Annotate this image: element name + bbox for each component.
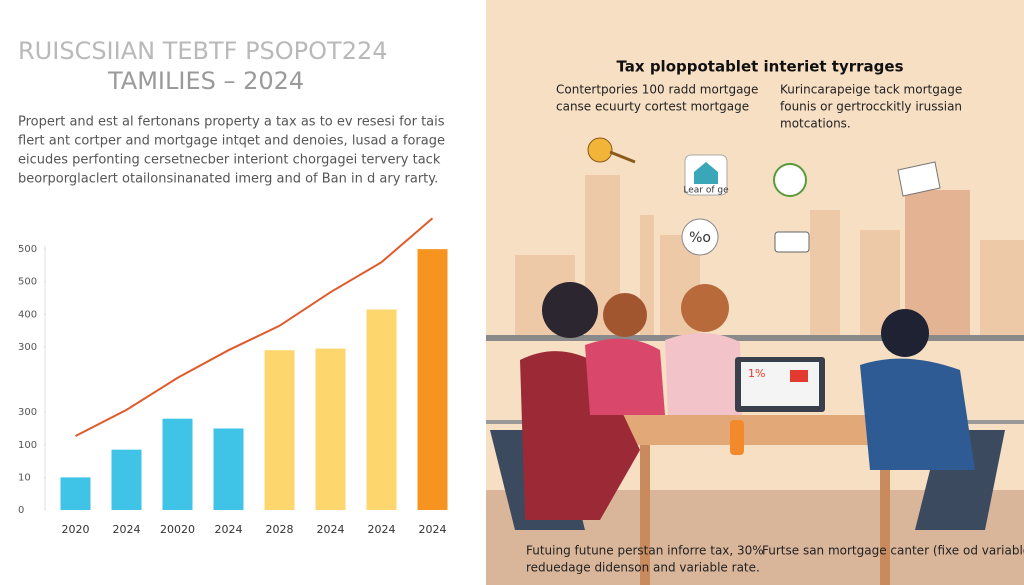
paragraph-line: beorporglaclert otailonsinanated imerg a… xyxy=(18,172,438,187)
note-line: motcations. xyxy=(780,117,851,131)
bar xyxy=(417,249,448,510)
person-body xyxy=(860,358,975,470)
vase xyxy=(730,420,744,455)
paragraph-line: Propert and est al fertonans property a … xyxy=(18,115,445,130)
x-tick-label: 20020 xyxy=(160,523,195,536)
note-line: Kurincarapeige tack mortgage xyxy=(780,83,962,97)
y-tick-label: 400 xyxy=(18,309,37,320)
y-tick-label: 300 xyxy=(18,342,37,353)
x-tick-label: 2020 xyxy=(62,523,90,536)
railing xyxy=(486,335,1024,341)
clock-icon xyxy=(773,163,807,197)
caption-line: Futuing futune perstan inforre tax, 30% xyxy=(526,544,764,558)
scene-title: Tax ploppotablet interiet tyrrages xyxy=(617,58,904,76)
y-tick-label: 300 xyxy=(18,407,37,418)
bar xyxy=(162,418,193,510)
bar xyxy=(366,309,397,510)
note-line: founis or gertrocckitly irussian xyxy=(780,100,962,114)
caption-line: reduedage didenson and variable rate. xyxy=(526,561,760,575)
envelope-icon xyxy=(897,161,941,197)
video-icon xyxy=(790,370,808,382)
key-icon xyxy=(587,137,613,163)
y-tick-label: 100 xyxy=(18,440,37,451)
person-body xyxy=(585,338,665,415)
bar xyxy=(315,348,346,510)
y-tick-label: 500 xyxy=(18,277,37,288)
table xyxy=(600,415,930,445)
house xyxy=(694,162,718,184)
person-head xyxy=(603,293,647,337)
subtitle: TAMILIES – 2024 xyxy=(107,67,304,95)
calculator-icon xyxy=(774,231,810,253)
percent-icon xyxy=(681,218,719,256)
paragraph-line: flert ant cortper and mortgage intqet an… xyxy=(18,134,445,149)
x-tick-label: 2024 xyxy=(113,523,141,536)
laptop-screen xyxy=(741,362,819,406)
paragraph-line: eicudes perfonting cersetnecber interion… xyxy=(18,153,441,168)
trend-line xyxy=(75,217,434,437)
bar xyxy=(60,477,91,510)
person-body xyxy=(665,332,742,415)
table-leg xyxy=(640,445,650,585)
x-tick-label: 2024 xyxy=(368,523,396,536)
caption: Furtse san mortgage canter (fixe od vari… xyxy=(762,544,1024,558)
x-tick-label: 2024 xyxy=(317,523,345,536)
percent-label: %o xyxy=(689,230,711,246)
x-tick-label: 2024 xyxy=(419,523,447,536)
bar xyxy=(213,428,244,510)
note-line: canse ecuurty cortest mortgage xyxy=(556,100,749,114)
x-tick-label: 2024 xyxy=(215,523,243,536)
person-head xyxy=(542,282,598,338)
bar xyxy=(111,449,142,510)
x-tick-label: 2028 xyxy=(266,523,294,536)
title: RUISCSIIAN TEBTF PSOPOT224 xyxy=(18,37,388,65)
y-tick-label: 500 xyxy=(18,244,37,255)
house-label: Lear of ge xyxy=(683,186,729,196)
y-tick-label: 10 xyxy=(18,472,31,483)
bar xyxy=(264,350,295,510)
person-head xyxy=(681,284,729,332)
laptop-label: 1% xyxy=(748,367,765,380)
person-head xyxy=(881,309,929,357)
table-leg xyxy=(880,445,890,585)
y-tick-label: 0 xyxy=(18,505,24,516)
skyline xyxy=(515,175,1024,335)
note-line: Contertpories 100 radd mortgage xyxy=(556,83,758,97)
key xyxy=(609,150,636,164)
